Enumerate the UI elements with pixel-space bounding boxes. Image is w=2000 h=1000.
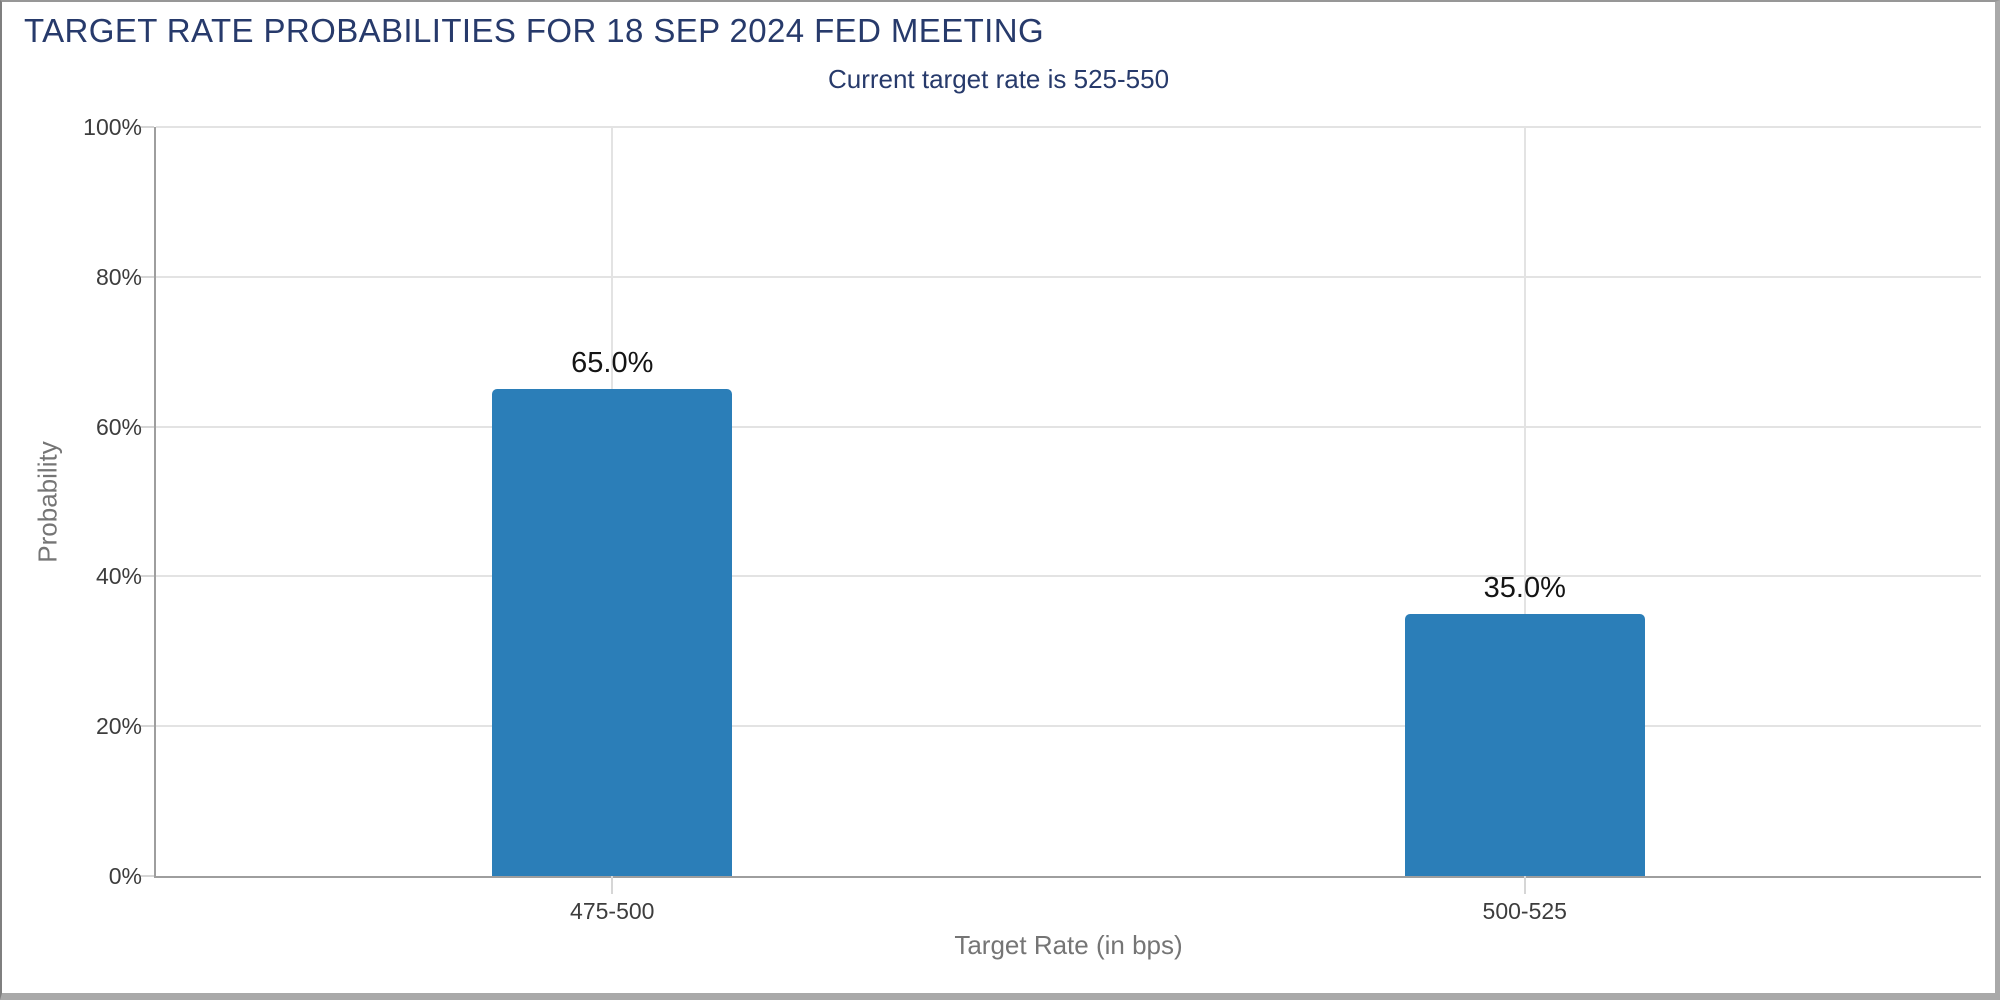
plot-area: 65.0% 35.0%	[141, 126, 1981, 894]
y-axis-tick-label: 100%	[83, 114, 142, 140]
bar-500-525[interactable]	[1404, 613, 1645, 876]
y-axis-tick-label: 0%	[108, 863, 142, 889]
gridline-horizontal	[156, 275, 1981, 278]
y-axis-tick-mark	[141, 126, 154, 128]
y-axis-tick-mark	[141, 275, 154, 278]
x-axis-tick-label: 500-525	[1482, 898, 1567, 924]
chart-title: TARGET RATE PROBABILITIES FOR 18 SEP 202…	[24, 12, 1045, 49]
y-axis-tick-label: 40%	[95, 563, 142, 590]
x-axis-tick-mark	[1523, 876, 1526, 894]
x-axis-tick-label: 475-500	[570, 898, 655, 924]
y-axis-tick-mark	[141, 875, 154, 877]
x-axis-line	[154, 876, 1981, 878]
y-axis-title: Probability	[32, 440, 63, 563]
bar-value-label: 65.0%	[571, 347, 654, 380]
x-axis-tick-mark	[611, 876, 614, 894]
gridline-horizontal	[156, 575, 1981, 578]
gridline-vertical	[1523, 127, 1526, 876]
y-axis-tick-label: 20%	[95, 713, 142, 740]
y-axis-tick-label: 60%	[95, 413, 142, 440]
y-axis-tick-mark	[141, 425, 154, 428]
bar-value-label: 35.0%	[1483, 571, 1566, 604]
chart-subtitle: Current target rate is 525-550	[827, 64, 1170, 94]
y-axis-tick-mark	[141, 575, 154, 578]
x-axis-title: Target Rate (in bps)	[954, 930, 1183, 960]
gridline-horizontal	[156, 425, 1981, 428]
gridline-horizontal	[156, 725, 1981, 728]
y-axis-tick-mark	[141, 725, 154, 728]
y-axis-tick-label: 80%	[95, 263, 142, 290]
bar-475-500[interactable]	[492, 389, 733, 876]
gridline-horizontal	[156, 126, 1981, 128]
y-axis-line	[154, 127, 156, 876]
